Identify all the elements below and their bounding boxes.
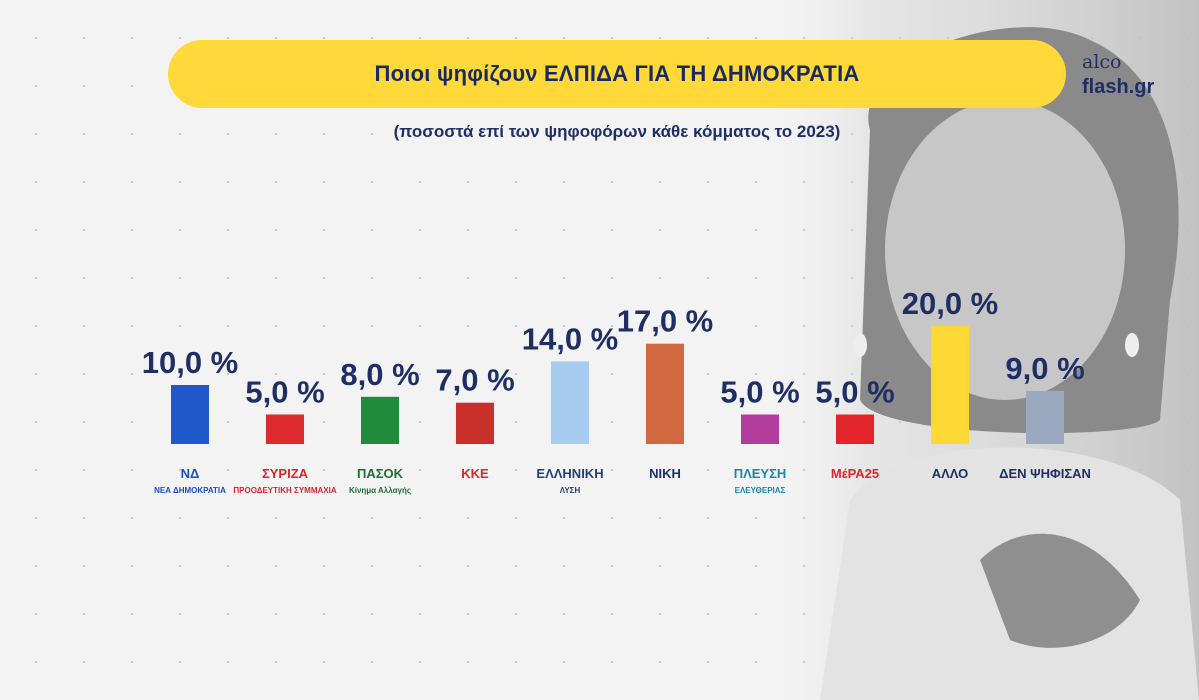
category-label-5: ΕΛΛΗΝΙΚΗ — [536, 466, 603, 481]
value-label-4: 7,0 % — [435, 363, 514, 398]
category-label-8: ΜέΡΑ25 — [831, 466, 879, 481]
category-sublabel-5: ΛΥΣΗ — [560, 486, 581, 495]
brand-logo-line2: flash.gr — [1082, 76, 1155, 98]
value-label-7: 5,0 % — [720, 375, 799, 410]
chart-subtitle: (ποσοστά επί των ψηφοφόρων κάθε κόμματος… — [393, 122, 841, 141]
category-label-3: ΠΑΣΟΚ — [357, 466, 404, 481]
category-label-10: ΔΕΝ ΨΗΦΙΣΑΝ — [999, 466, 1091, 481]
category-sublabel-3: Κίνημα Αλλαγής — [349, 486, 411, 495]
value-label-8: 5,0 % — [815, 375, 894, 410]
category-label-2: ΣΥΡΙΖΑ — [262, 466, 309, 481]
category-sublabel-2: ΠΡΟΟΔΕΥΤΙΚΗ ΣΥΜΜΑΧΙΑ — [233, 486, 336, 495]
value-label-6: 17,0 % — [617, 304, 714, 339]
value-label-9: 20,0 % — [902, 286, 999, 321]
value-label-1: 10,0 % — [142, 345, 239, 380]
category-label-7: ΠΛΕΥΣΗ — [734, 466, 787, 481]
bar-6 — [646, 343, 684, 444]
category-sublabel-1: ΝΕΑ ΔΗΜΟΚΡΑΤΙΑ — [154, 486, 226, 495]
chart-title: Ποιοι ψηφίζουν ΕΛΠΙΔΑ ΓΙΑ ΤΗ ΔΗΜΟΚΡΑΤΙΑ — [168, 40, 1066, 108]
portrait-photo — [760, 0, 1199, 700]
value-label-3: 8,0 % — [340, 357, 419, 392]
bar-9 — [931, 326, 969, 444]
category-label-9: ΑΛΛΟ — [932, 466, 969, 481]
brand-logo: alco flash.gr — [1082, 50, 1154, 100]
bar-5 — [551, 361, 589, 444]
bar-8 — [836, 414, 874, 444]
category-label-1: ΝΔ — [181, 466, 200, 481]
brand-logo-line1: alco — [1082, 51, 1122, 73]
bar-10 — [1026, 390, 1064, 444]
bar-4 — [456, 402, 494, 444]
category-label-6: ΝΙΚΗ — [649, 466, 681, 481]
bar-7 — [741, 414, 779, 444]
bar-1 — [171, 385, 209, 444]
value-label-5: 14,0 % — [522, 321, 619, 356]
bar-2 — [266, 414, 304, 444]
category-sublabel-7: ΕΛΕΥΘΕΡΙΑΣ — [735, 486, 786, 495]
value-label-2: 5,0 % — [245, 375, 324, 410]
category-label-4: ΚΚΕ — [461, 466, 489, 481]
bar-3 — [361, 396, 399, 444]
value-label-10: 9,0 % — [1005, 351, 1084, 386]
